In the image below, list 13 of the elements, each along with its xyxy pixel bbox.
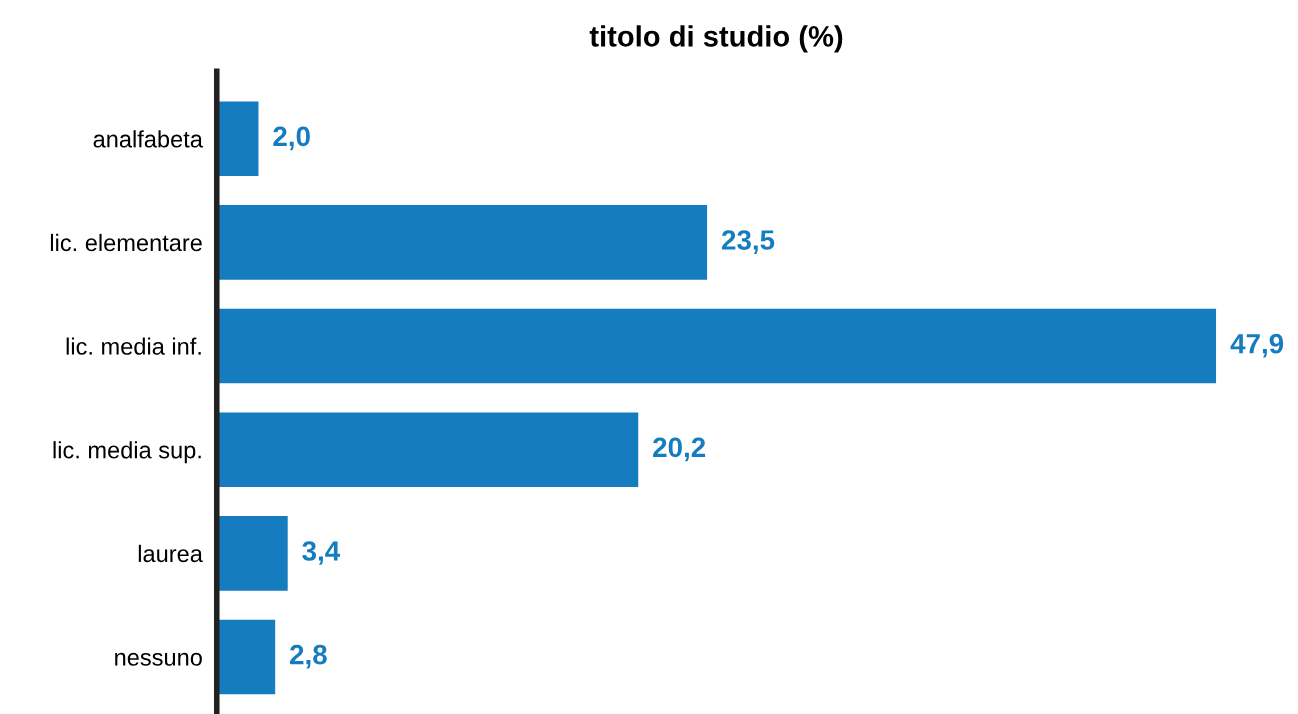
chart-title: titolo di studio (%)	[589, 25, 843, 53]
y-tick-label: analfabeta	[93, 130, 203, 148]
data-label: 47,9	[1230, 333, 1284, 358]
y-tick-label: laurea	[138, 544, 203, 563]
data-label: 2,0	[273, 126, 310, 151]
data-label: 23,5	[721, 230, 775, 254]
y-tick-label: nessuno	[115, 652, 202, 666]
y-tick-label: lic. media inf.	[66, 337, 201, 355]
data-label: 3,4	[302, 541, 341, 565]
data-label: 2,8	[290, 644, 327, 669]
data-label: 20,2	[653, 437, 706, 462]
y-tick-label: lic. elementare	[50, 233, 202, 252]
y-tick-label: lic. media sup.	[53, 441, 201, 464]
